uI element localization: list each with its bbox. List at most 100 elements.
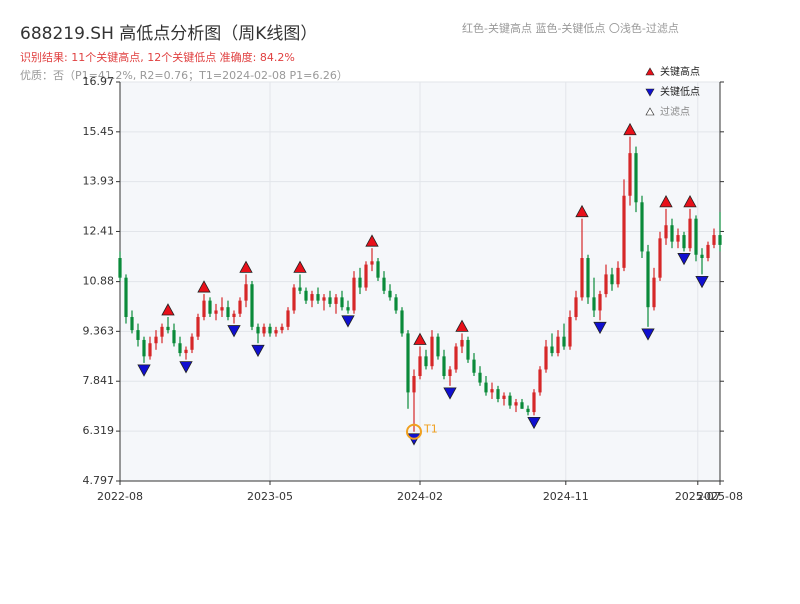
key-high-marker [161, 303, 175, 316]
key-high-marker [683, 195, 697, 208]
y-tick-label: 13.93 [83, 175, 115, 188]
candle-body [304, 290, 308, 301]
candle-body [292, 287, 296, 311]
candle-body [226, 307, 230, 318]
x-tick-label: 2024-11 [543, 490, 589, 503]
y-tick-label: 15.45 [83, 125, 115, 138]
key-low-marker [443, 387, 457, 400]
candle-body [280, 326, 284, 331]
key-high-marker [365, 234, 379, 247]
candle-body [502, 395, 506, 399]
candle-body [688, 218, 692, 249]
key-high-marker [413, 332, 427, 345]
candle-body [460, 339, 464, 347]
candle-body [214, 310, 218, 314]
candle-body [436, 336, 440, 357]
legend-symbol [645, 107, 655, 116]
key-low-marker [227, 325, 241, 338]
candle-body [562, 336, 566, 347]
x-tick-label: 2023-05 [247, 490, 293, 503]
y-tick-label: 10.88 [83, 275, 115, 288]
chart-title: 688219.SH 高低点分析图（周K线图） [20, 24, 317, 44]
candle-body [358, 277, 362, 288]
candle-body [526, 408, 530, 413]
x-tick-label: 2024-02 [397, 490, 443, 503]
candle-body [154, 336, 158, 344]
candle-body [604, 274, 608, 295]
y-tick-label: 9.363 [83, 324, 115, 337]
candle-body [424, 356, 428, 367]
candle-body [184, 349, 188, 354]
header-legend: 红色-关键高点 蓝色-关键低点 〇浅色-过滤点 [462, 21, 679, 35]
candle-body [148, 343, 152, 357]
candle-body [598, 294, 602, 311]
y-tick-label: 7.841 [83, 374, 115, 387]
candle-body [538, 369, 542, 393]
candle-body [400, 310, 404, 334]
candle-body [640, 202, 644, 252]
candle-body [118, 258, 122, 278]
legend-label: 关键低点 [660, 85, 700, 98]
candle-body [412, 376, 416, 393]
candle-body [712, 235, 716, 245]
key-low-marker [695, 276, 709, 289]
candle-body [394, 297, 398, 311]
candle-body [592, 297, 596, 311]
candle-body [202, 300, 206, 318]
candle-body [388, 290, 392, 298]
key-low-marker [593, 321, 607, 335]
x-tick-label: 2025-08 [697, 490, 743, 503]
candle-body [442, 356, 446, 377]
candle-body [448, 369, 452, 377]
chart-note: 优质：否（P1=41.2%, R2=0.76；T1=2024-02-08 P1=… [20, 69, 348, 82]
candle-body [490, 389, 494, 393]
candle-body [406, 333, 410, 393]
candle-body [340, 297, 344, 308]
candle-body [370, 261, 374, 265]
y-tick-label: 4.797 [83, 474, 115, 487]
key-high-marker [293, 260, 307, 273]
candle-body [274, 330, 278, 334]
candle-body [124, 277, 128, 318]
candle-body [718, 235, 722, 245]
candle-body [532, 392, 536, 413]
key-low-marker [677, 253, 691, 266]
candle-body [418, 356, 422, 377]
candle-body [376, 261, 380, 278]
candle-body [286, 310, 290, 327]
candle-body [268, 326, 272, 334]
candle-body [616, 267, 620, 285]
candle-body [634, 153, 638, 203]
candle-body [478, 372, 482, 383]
key-high-marker [455, 319, 469, 332]
candle-body [628, 153, 632, 196]
candle-body [622, 195, 626, 268]
candle-body [694, 218, 698, 255]
candle-body [682, 235, 686, 249]
key-high-marker [239, 260, 253, 273]
candle-body [646, 251, 650, 308]
candle-body [328, 297, 332, 304]
candle-body [160, 326, 164, 337]
candle-body [238, 300, 242, 314]
annotation-label: T1 [423, 423, 438, 436]
chart-subtitle: 识别结果: 11个关键高点, 12个关键低点 准确度: 84.2% [20, 50, 295, 64]
candle-body [220, 307, 224, 311]
candle-body [364, 264, 368, 288]
candle-body [382, 277, 386, 291]
y-tick-label: 16.97 [83, 75, 115, 88]
candle-body [658, 238, 662, 278]
candle-body [484, 382, 488, 393]
candle-body [262, 326, 266, 334]
x-tick-label: 2022-08 [97, 490, 143, 503]
candle-body [322, 297, 326, 301]
key-low-marker [251, 344, 265, 358]
candle-body [316, 294, 320, 301]
candle-body [196, 317, 200, 337]
candle-body [142, 339, 146, 357]
key-high-marker [197, 280, 211, 293]
candle-body [670, 225, 674, 242]
candle-body [550, 346, 554, 354]
candle-body [586, 258, 590, 298]
